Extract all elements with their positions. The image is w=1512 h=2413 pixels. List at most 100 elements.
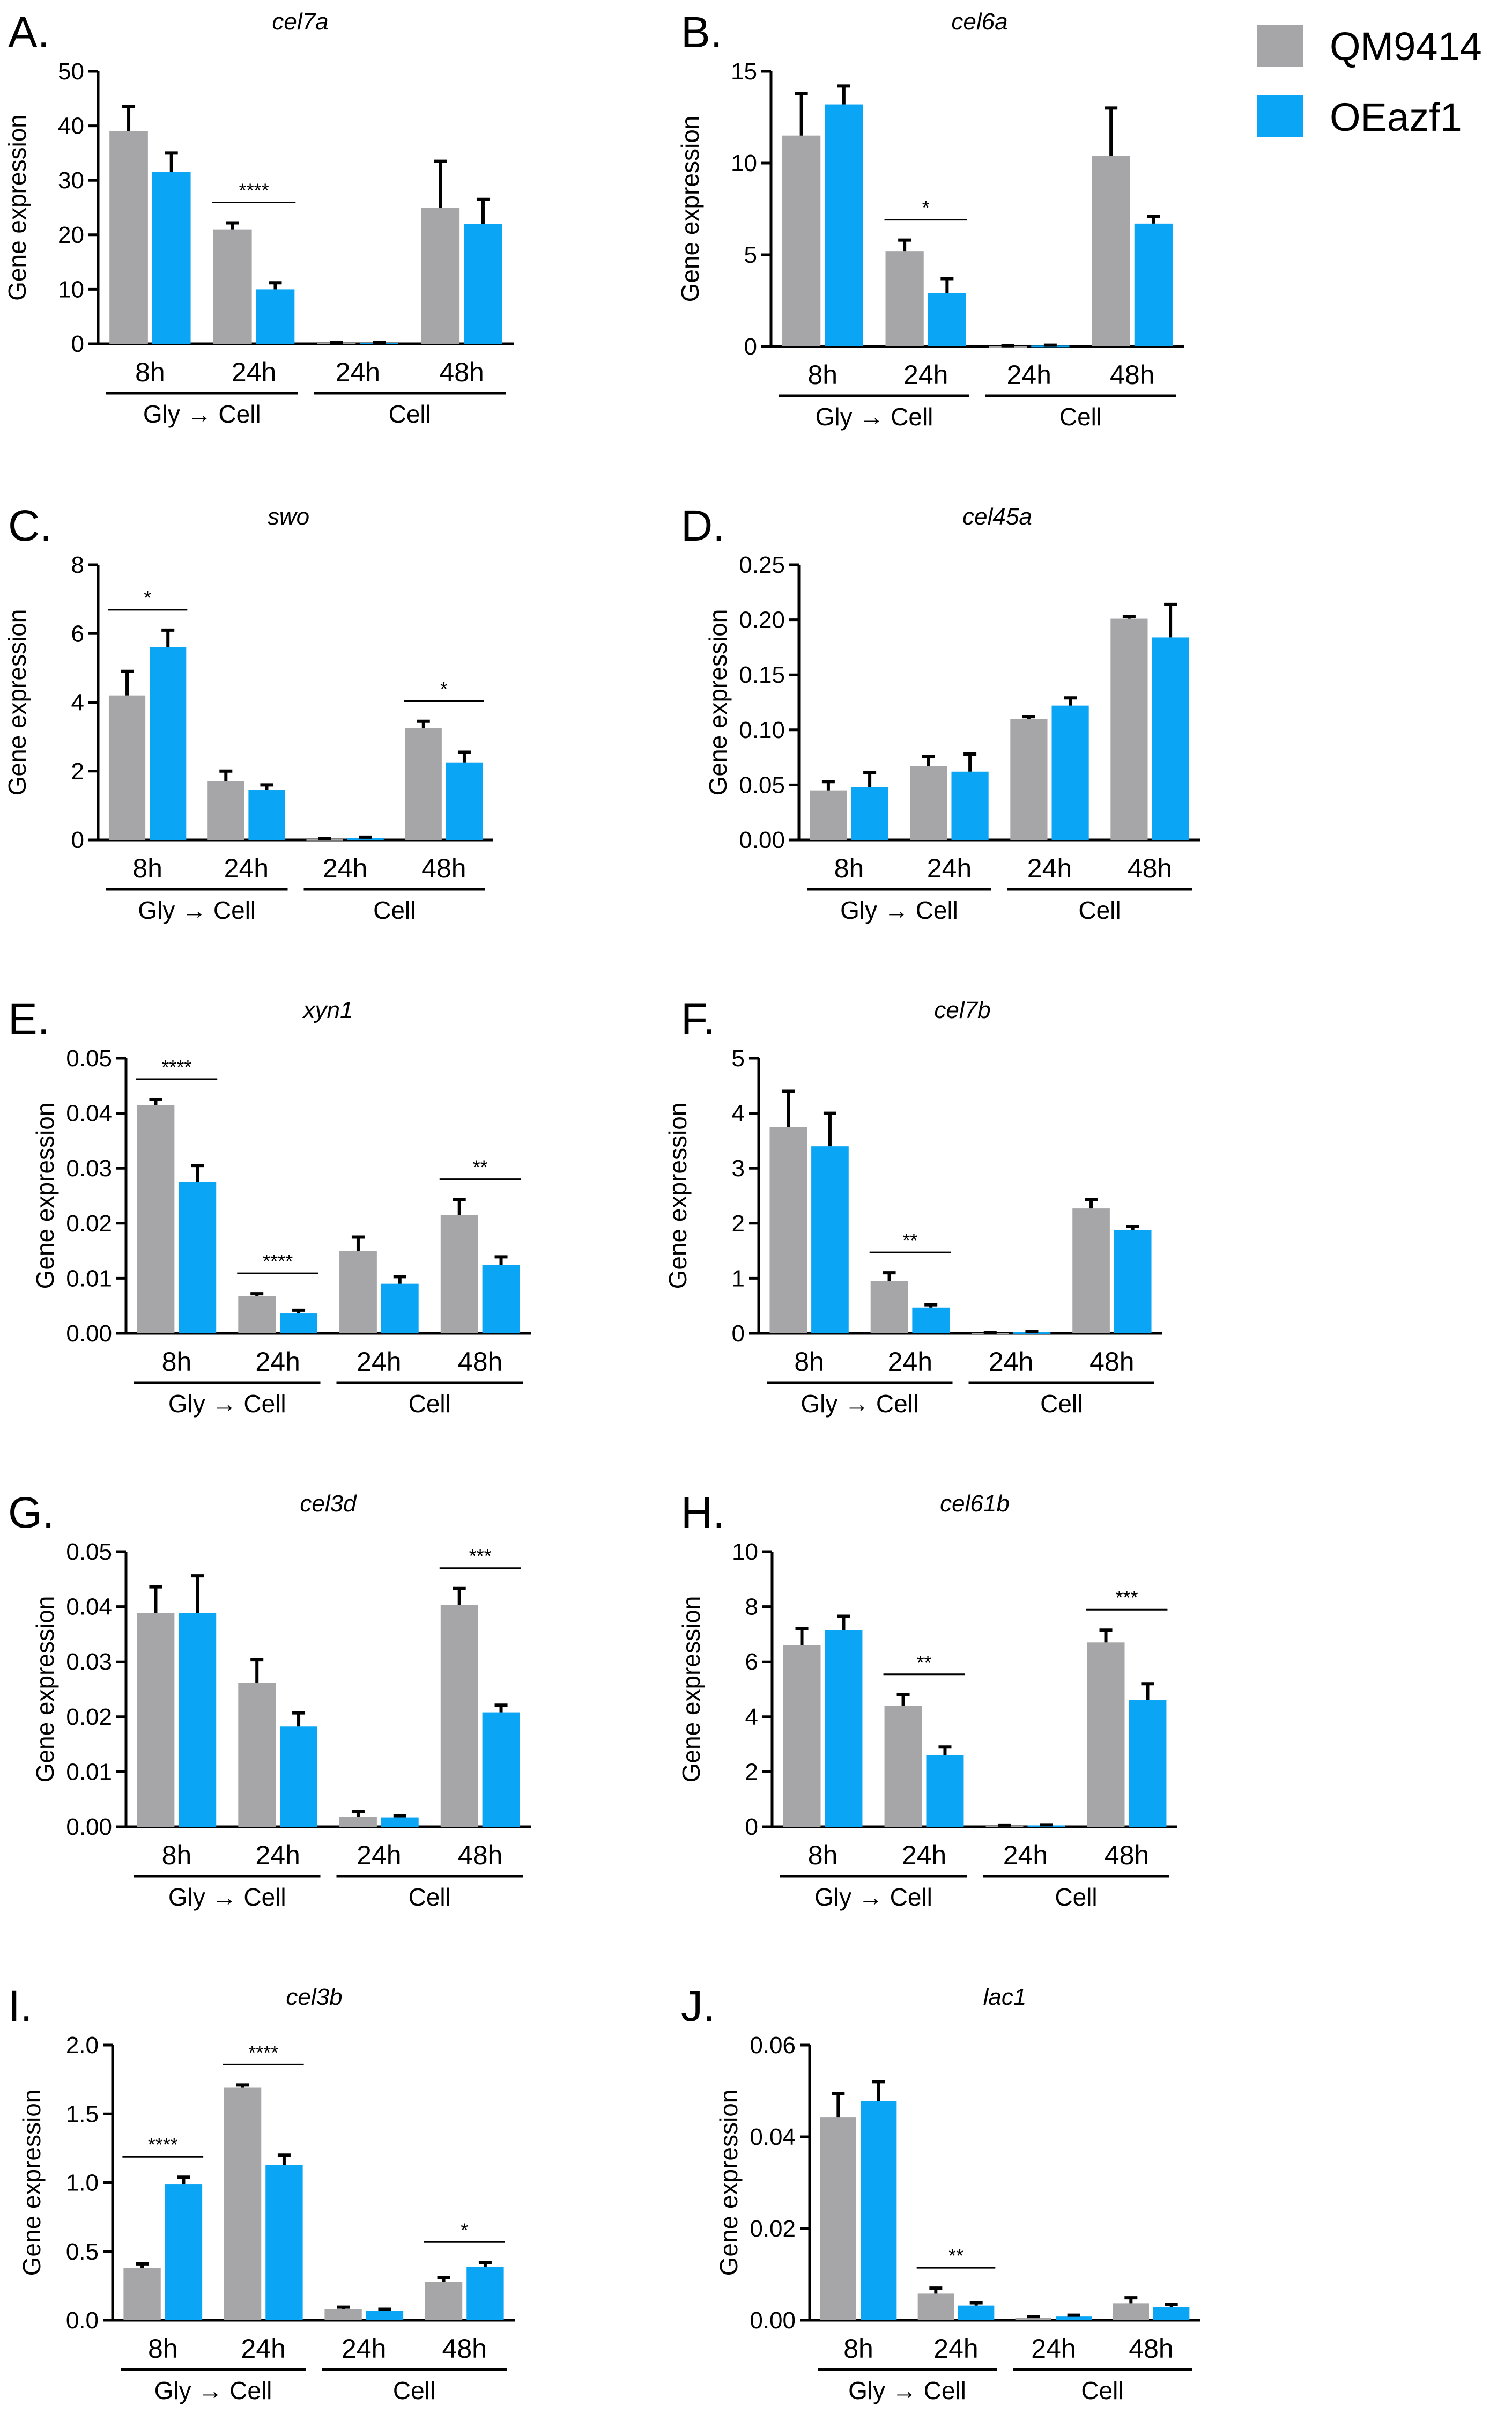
y-tick-label: 5 (732, 1045, 745, 1072)
x-category-label: 24h (927, 853, 972, 883)
group-label: Cell (393, 2377, 435, 2404)
group-label: Cell (1081, 2377, 1123, 2404)
bar-qm9414-48h (1113, 2303, 1149, 2320)
bar-oeazf1-8h (152, 172, 191, 344)
bar-oeazf1-48h (1114, 1230, 1152, 1333)
group-label: Gly → Cell (138, 896, 256, 924)
y-tick-label: 0.10 (739, 717, 785, 743)
panel-letter: F. (681, 995, 715, 1044)
bar-qm9414-24h (238, 1683, 276, 1827)
y-tick-label: 0.20 (739, 607, 785, 633)
bar-oeazf1-8h (861, 2101, 897, 2320)
bar-oeazf1-24h (928, 293, 966, 346)
significance-label: ** (916, 1651, 931, 1673)
panel-letter: G. (8, 1488, 55, 1537)
chart-title: cel6a (951, 9, 1007, 35)
y-tick-label: 0 (71, 331, 84, 357)
bar-qm9414-48h (440, 1215, 478, 1333)
y-axis-label: Gene expression (18, 2090, 46, 2276)
significance-label: *** (469, 1545, 492, 1567)
y-axis-label: Gene expression (704, 609, 732, 796)
bar-qm9414-48h (405, 728, 442, 840)
y-tick-label: 4 (732, 1101, 745, 1127)
chart-title: cel7a (272, 9, 328, 35)
bar-qm9414-24h (910, 766, 947, 840)
bar-oeazf1-8h (811, 1146, 849, 1333)
bar-oeazf1-24h (366, 2311, 404, 2320)
bar-oeazf1-8h (825, 104, 863, 346)
y-tick-label: 6 (745, 1649, 758, 1675)
significance-label: ** (473, 1156, 488, 1178)
x-category-label: 24h (255, 1347, 300, 1377)
y-tick-label: 50 (58, 58, 84, 85)
group-label: Cell (1078, 896, 1121, 924)
x-category-label: 48h (1089, 1347, 1134, 1377)
bar-oeazf1-48h (482, 1712, 520, 1827)
group-label: Gly → Cell (801, 1390, 918, 1418)
legend-swatch-qm9414 (1257, 25, 1303, 67)
y-axis-label: Gene expression (664, 1103, 692, 1289)
x-category-label: 8h (135, 357, 165, 387)
bar-qm9414-48h (1072, 1208, 1110, 1333)
bar-qm9414-48h (1110, 618, 1148, 840)
y-tick-label: 2 (732, 1211, 745, 1237)
bar-qm9414-8h (820, 2117, 856, 2320)
y-tick-label: 10 (58, 276, 84, 302)
y-tick-label: 0.01 (66, 1759, 112, 1785)
panel-letter: E. (8, 995, 49, 1044)
x-category-label: 24h (1007, 360, 1051, 390)
bar-oeazf1-24h (1056, 2316, 1092, 2320)
y-axis-label: Gene expression (3, 609, 31, 796)
x-category-label: 24h (255, 1840, 300, 1870)
bar-qm9414-8h (109, 131, 148, 344)
bar-oeazf1-8h (165, 2184, 203, 2320)
bar-qm9414-24h (324, 2309, 362, 2320)
y-tick-label: 40 (58, 113, 84, 139)
bar-qm9414-24h (870, 1281, 908, 1333)
bar-qm9414-24h (207, 781, 244, 840)
x-category-label: 8h (794, 1347, 824, 1377)
x-category-label: 48h (442, 2334, 487, 2364)
bar-qm9414-48h (425, 2282, 463, 2320)
bar-qm9414-48h (1087, 1642, 1125, 1827)
y-tick-label: 0.5 (66, 2239, 99, 2265)
significance-label: **** (161, 1056, 191, 1078)
x-category-label: 24h (933, 2334, 978, 2364)
bar-qm9414-24h (885, 251, 924, 346)
bar-qm9414-48h (440, 1605, 478, 1827)
x-category-label: 48h (421, 853, 466, 883)
y-tick-label: 0.04 (750, 2124, 796, 2150)
bar-qm9414-8h (137, 1105, 175, 1333)
y-tick-label: 10 (731, 150, 757, 176)
bar-oeazf1-24h (248, 790, 285, 840)
y-tick-label: 0.02 (750, 2216, 796, 2242)
y-axis-label: Gene expression (676, 116, 704, 302)
x-category-label: 24h (1027, 853, 1072, 883)
y-axis-label: Gene expression (31, 1103, 59, 1289)
y-tick-label: 5 (744, 242, 757, 268)
x-category-label: 48h (458, 1840, 502, 1870)
bar-oeazf1-8h (179, 1613, 217, 1827)
panel-letter: J. (681, 1982, 715, 2031)
y-tick-label: 0.03 (66, 1155, 112, 1182)
x-category-label: 8h (162, 1347, 192, 1377)
x-category-label: 48h (1128, 853, 1172, 883)
group-label: Gly → Cell (840, 896, 958, 924)
group-label: Cell (1055, 1883, 1097, 1911)
bar-oeazf1-48h (482, 1265, 520, 1333)
group-label: Gly → Cell (168, 1390, 286, 1418)
chart-title: cel3d (300, 1490, 357, 1517)
legend: QM9414 OEazf1 (1257, 24, 1482, 139)
x-category-label: 8h (162, 1840, 192, 1870)
x-category-label: 48h (1105, 1840, 1149, 1870)
x-category-label: 24h (1003, 1840, 1048, 1870)
chart-panel-cel6a: B. cel6a 0 5 10 15 Gene expression * 8h 24h 24h 48h… (676, 8, 1184, 431)
chart-title: cel7b (934, 997, 990, 1023)
significance-label: * (144, 587, 151, 609)
group-label: Cell (409, 1390, 451, 1418)
bar-qm9414-24h (339, 1251, 377, 1333)
y-tick-label: 6 (71, 621, 84, 647)
